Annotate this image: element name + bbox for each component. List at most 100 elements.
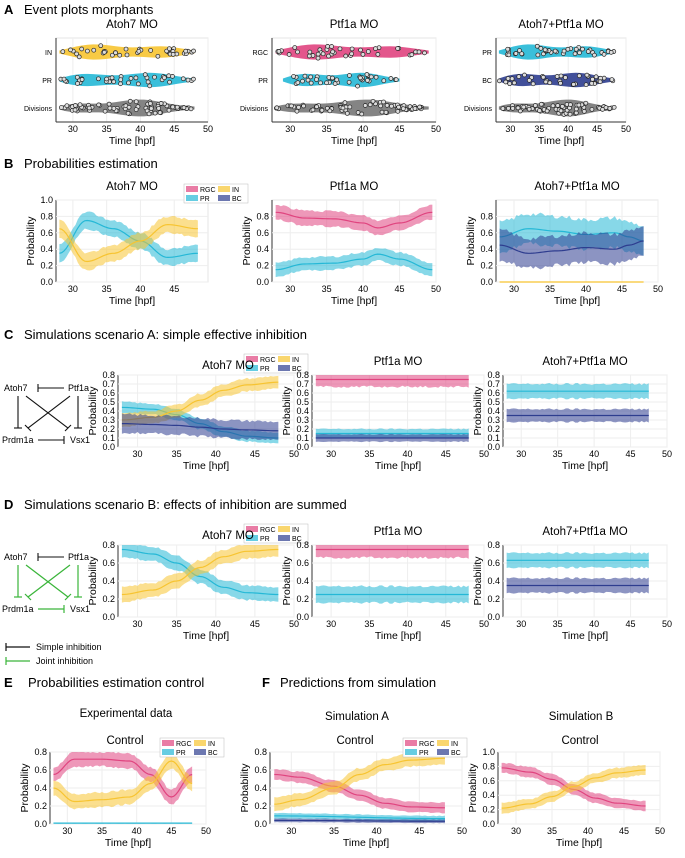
- legend-swatch-RGC: [246, 356, 258, 362]
- y-tick-label: 0.4: [34, 783, 47, 793]
- series-line-IN: [59, 224, 198, 263]
- event-point: [79, 46, 85, 52]
- event-point: [86, 105, 92, 111]
- node-prdm1a-d: Prdm1a: [2, 604, 34, 614]
- event-point: [133, 107, 139, 112]
- event-point: [573, 46, 579, 52]
- event-point: [555, 103, 561, 108]
- x-tick-label: 45: [617, 284, 627, 294]
- event-point: [542, 47, 548, 53]
- event-point: [111, 106, 117, 111]
- category-label-Divisions: Divisions: [24, 106, 53, 113]
- event-point: [563, 75, 568, 80]
- x-tick-label: 40: [358, 284, 368, 294]
- chart-B2: 30 35 40 45 50 Time [hpf] 0.0 0.2 0.4 0.6 0.8Proba…: [241, 181, 441, 307]
- event-point: [608, 50, 614, 55]
- event-point: [158, 101, 164, 106]
- y-tick-label: 0.6: [296, 558, 309, 568]
- y-tick-label: 0.3: [102, 415, 115, 425]
- event-point: [365, 49, 371, 54]
- event-point: [111, 79, 117, 85]
- event-point: [107, 105, 113, 111]
- event-point: [417, 104, 422, 110]
- y-tick-label: 0.4: [296, 406, 309, 416]
- legend-box: [402, 737, 468, 758]
- event-point: [503, 79, 509, 85]
- legend-swatch-RGC: [246, 526, 258, 532]
- x-tick-label: 45: [250, 449, 260, 459]
- event-point: [306, 53, 312, 59]
- chart-A1: 30 35 40 45 50 Time [hpf] Atoh7 MO IN PR Division…: [24, 19, 213, 147]
- chart-title-F2: Control: [561, 735, 598, 747]
- event-point: [109, 75, 115, 81]
- y-tick-label: 0.0: [480, 277, 493, 287]
- event-point: [170, 52, 176, 57]
- x-axis-label: Time [hpf]: [343, 837, 389, 849]
- network-diagram-c: Atoh7 Ptf1a Prdm1a Vsx1: [2, 383, 90, 445]
- event-point: [365, 78, 370, 83]
- x-tick-label: 40: [583, 826, 593, 836]
- event-point: [349, 51, 354, 57]
- x-tick-label: 35: [322, 124, 332, 134]
- event-point: [346, 79, 352, 85]
- x-tick-label: 40: [403, 449, 413, 459]
- series-line-IN: [121, 548, 279, 596]
- node-atoh7-d: Atoh7: [4, 552, 28, 562]
- legend-label-PR: PR: [176, 750, 186, 757]
- event-point: [393, 77, 399, 82]
- legend-label-IN: IN: [208, 741, 215, 748]
- legend-swatch-BC: [218, 195, 230, 201]
- chart-title: Atoh7+Ptf1a MO: [534, 181, 619, 193]
- x-tick-label: 40: [581, 284, 591, 294]
- event-point: [147, 101, 153, 106]
- chart-title: Atoh7+Ptf1a MO: [518, 19, 603, 31]
- band-IN: [274, 752, 445, 812]
- y-tick-label: 0.6: [102, 558, 115, 568]
- event-point: [79, 77, 85, 82]
- event-point: [583, 100, 589, 106]
- event-point: [384, 102, 390, 108]
- y-tick-label: 0.4: [102, 576, 115, 586]
- legend-swatch-IN: [278, 356, 290, 362]
- event-point: [76, 54, 82, 60]
- x-axis-label: Time [hpf]: [331, 295, 377, 307]
- legend-swatch-IN: [278, 526, 290, 532]
- x-tick-label: 30: [68, 124, 78, 134]
- event-point: [526, 78, 532, 83]
- y-tick-label: 0.8: [296, 540, 309, 550]
- event-point: [560, 103, 565, 109]
- panel-letter-d: D: [4, 497, 13, 512]
- event-point: [611, 104, 617, 110]
- event-point: [180, 76, 186, 82]
- legend-label-BC: BC: [292, 366, 302, 373]
- y-tick-label: 0.8: [102, 540, 115, 550]
- y-tick-label: 0.3: [487, 415, 500, 425]
- legend-label-BC: BC: [208, 750, 218, 757]
- band-IN: [59, 215, 198, 271]
- x-axis-label: Time [hpf]: [183, 630, 229, 642]
- x-tick-label: 40: [211, 619, 221, 629]
- y-tick-label: 0.2: [254, 801, 267, 811]
- event-point: [101, 49, 107, 55]
- event-point: [145, 79, 151, 85]
- event-point: [146, 111, 152, 117]
- event-point: [68, 47, 73, 53]
- y-tick-label: 0.2: [480, 261, 493, 271]
- event-point: [330, 49, 336, 55]
- event-point: [314, 104, 320, 110]
- y-tick-label: 0.0: [40, 277, 53, 287]
- category-label-RGC: RGC: [252, 50, 268, 57]
- event-point: [148, 106, 154, 111]
- legend-label-RGC: RGC: [260, 527, 276, 534]
- x-tick-label: 50: [289, 619, 299, 629]
- category-label-Divisions: Divisions: [464, 106, 493, 113]
- y-tick-label: 0.4: [482, 790, 495, 800]
- event-point: [181, 105, 187, 111]
- x-tick-label: 40: [563, 124, 573, 134]
- x-tick-label: 40: [358, 124, 368, 134]
- event-point: [104, 76, 109, 82]
- event-point: [295, 80, 301, 85]
- event-point: [576, 102, 582, 108]
- event-point: [554, 74, 560, 79]
- x-tick-label: 45: [626, 619, 636, 629]
